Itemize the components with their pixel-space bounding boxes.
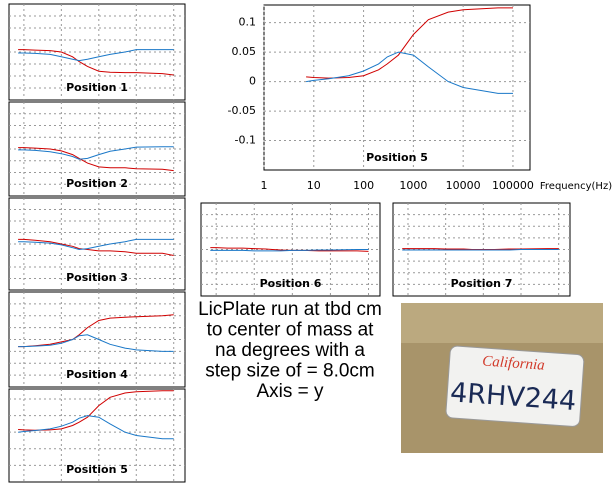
series-line [402,249,559,251]
chart: Position 3 [8,197,186,291]
x-tick-label: 1 [261,179,268,192]
plot-frame [263,4,531,171]
chart-title: Position 4 [66,368,128,381]
chart: Position 6 [200,202,381,297]
series-line [18,49,174,76]
series-line [210,247,369,252]
series-line [18,49,174,62]
series-line [306,51,513,94]
chart-title: Position 7 [451,277,513,290]
plate: California 4RHV244 [445,345,585,427]
plot-frame [8,388,186,483]
caption-line: na degrees with a [215,340,365,361]
plate-body [445,345,585,427]
caption-line: to center of mass at [207,320,375,341]
photo: California 4RHV244 [401,303,603,453]
series-line [210,249,369,252]
series-line [402,248,559,250]
x-tick-label: 100 [353,179,374,192]
y-tick-label: 0 [249,75,256,88]
x-tick-label: 100000 [492,179,534,192]
series-line [18,238,174,251]
chart: Position 2 [8,101,186,197]
x-axis-label: Frequency(Hz) [540,181,612,192]
chart: Position 5 [8,388,186,483]
caption-line: step size of = 8.0cm [205,361,375,382]
chart-title: Position 1 [66,81,128,94]
chart-title: Position 5 [66,463,128,476]
chart: Position 4 [8,291,186,388]
y-tick-label: 0.1 [239,16,257,29]
series-line [18,146,174,160]
caption-line: Axis = y [256,381,324,402]
chart-title: Position 3 [66,271,128,284]
plate-state: California [482,353,545,373]
chart-title: Position 5 [366,151,428,164]
photo-light [401,303,603,343]
x-tick-label: 10000 [446,179,481,192]
chart-title: Position 2 [66,177,128,190]
chart: 1 10 100 1000 10000 100000 -0.1 -0.05 0 0.05 0.1 Po… [228,4,612,192]
y-tick-label: -0.1 [235,134,256,147]
x-tick-label: 1000 [399,179,427,192]
chart: Position 1 [8,3,186,101]
series-line [18,415,174,440]
series-line [18,334,174,352]
series-line [18,147,174,172]
x-tick-label: 10 [307,179,321,192]
y-tick-label: -0.05 [228,104,256,117]
caption-line: LicPlate run at tbd cm [198,299,382,320]
chart: Position 7 [392,202,571,297]
y-tick-label: 0.05 [232,45,257,58]
chart-title: Position 6 [260,277,322,290]
